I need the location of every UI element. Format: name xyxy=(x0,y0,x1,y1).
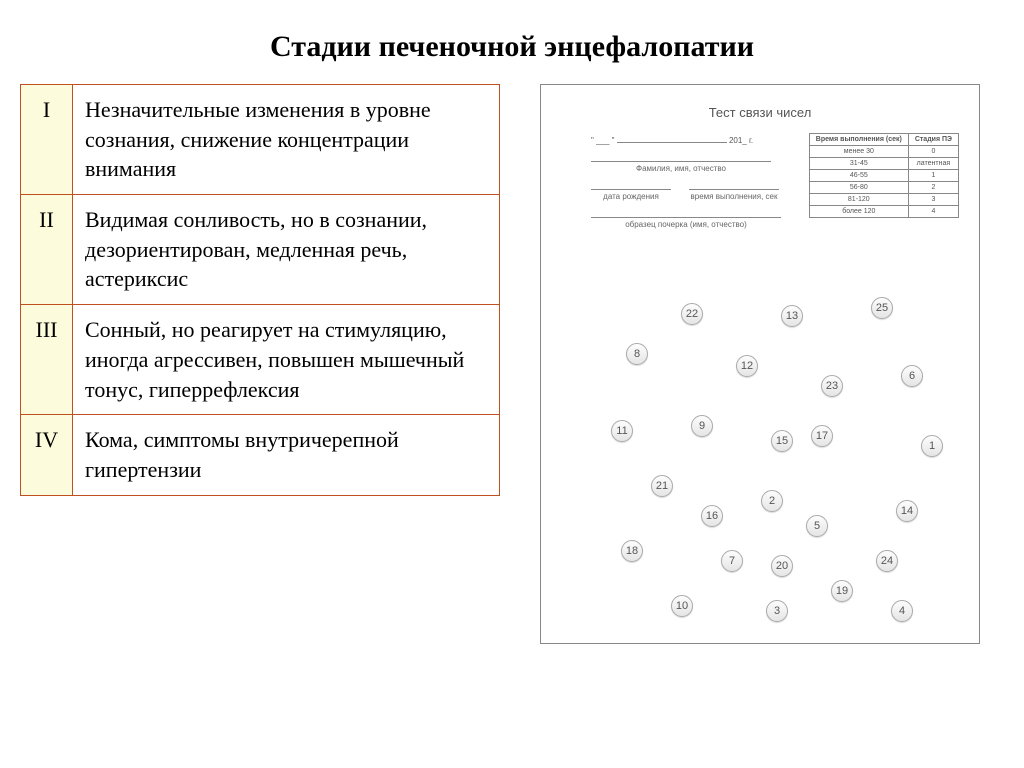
number-dot: 21 xyxy=(651,475,673,497)
table-row: IIВидимая сонливость, но в сознании, дез… xyxy=(21,195,500,305)
stage-desc-cell: Кома, симптомы внутричерепной гипертензи… xyxy=(73,415,500,495)
number-dot: 7 xyxy=(721,550,743,572)
test-title: Тест связи чисел xyxy=(541,85,979,120)
stages-table: IНезначительные изменения в уровне созна… xyxy=(20,84,500,496)
label-dob: дата рождения xyxy=(591,192,671,201)
number-test-panel: Тест связи чисел Время выполнения (сек)С… xyxy=(540,84,980,644)
number-dot: 3 xyxy=(766,600,788,622)
number-dot: 4 xyxy=(891,600,913,622)
number-dot: 6 xyxy=(901,365,923,387)
number-dot: 15 xyxy=(771,430,793,452)
date-quote: " ___ " xyxy=(591,136,614,145)
stage-desc-cell: Видимая сонливость, но в сознании, дезор… xyxy=(73,195,500,305)
page-title: Стадии печеночной энцефалопатии xyxy=(0,0,1024,84)
table-row: IНезначительные изменения в уровне созна… xyxy=(21,85,500,195)
number-dot: 14 xyxy=(896,500,918,522)
year-text: 201_ г. xyxy=(729,136,753,145)
table-row: IIIСонный, но реагирует на стимуляцию, и… xyxy=(21,305,500,415)
stage-id-cell: II xyxy=(21,195,73,305)
number-dot: 1 xyxy=(921,435,943,457)
number-dot: 8 xyxy=(626,343,648,365)
stage-desc-cell: Сонный, но реагирует на стимуляцию, иног… xyxy=(73,305,500,415)
content-row: IНезначительные изменения в уровне созна… xyxy=(0,84,1024,644)
number-dot: 5 xyxy=(806,515,828,537)
table-row: IVКома, симптомы внутричерепной гипертен… xyxy=(21,415,500,495)
stage-id-cell: III xyxy=(21,305,73,415)
number-dot: 2 xyxy=(761,490,783,512)
number-dot: 24 xyxy=(876,550,898,572)
dots-arena: 2213258122361191517121162514187202419103… xyxy=(571,285,949,623)
number-dot: 23 xyxy=(821,375,843,397)
stage-desc-cell: Незначительные изменения в уровне сознан… xyxy=(73,85,500,195)
number-dot: 17 xyxy=(811,425,833,447)
number-dot: 19 xyxy=(831,580,853,602)
number-dot: 9 xyxy=(691,415,713,437)
number-dot: 16 xyxy=(701,505,723,527)
number-dot: 22 xyxy=(681,303,703,325)
number-dot: 12 xyxy=(736,355,758,377)
label-time: время выполнения, сек xyxy=(689,192,779,201)
form-area: " ___ " 201_ г. Фамилия, имя, отчество д… xyxy=(541,120,979,229)
number-dot: 11 xyxy=(611,420,633,442)
number-dot: 20 xyxy=(771,555,793,577)
stage-id-cell: I xyxy=(21,85,73,195)
number-dot: 18 xyxy=(621,540,643,562)
stage-id-cell: IV xyxy=(21,415,73,495)
label-fio: Фамилия, имя, отчество xyxy=(591,164,771,173)
number-dot: 10 xyxy=(671,595,693,617)
label-handwriting: образец почерка (имя, отчество) xyxy=(591,220,781,229)
number-dot: 25 xyxy=(871,297,893,319)
number-dot: 13 xyxy=(781,305,803,327)
